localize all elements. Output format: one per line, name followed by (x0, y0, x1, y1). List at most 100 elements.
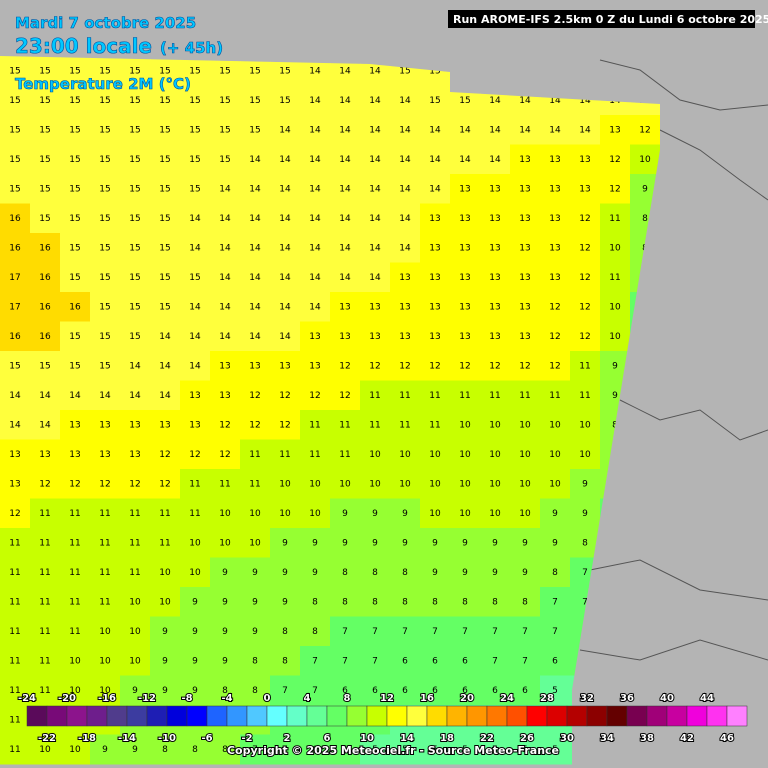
grid-value: 14 (309, 96, 321, 106)
grid-value: 15 (129, 243, 140, 253)
grid-cell (270, 115, 301, 145)
grid-cell (0, 528, 31, 558)
grid-cell (360, 410, 391, 440)
grid-cell (450, 587, 481, 617)
grid-cell (240, 115, 271, 145)
grid-cell (540, 233, 571, 263)
grid-cell (450, 675, 481, 706)
grid-cell (570, 292, 601, 322)
grid-cell (390, 144, 421, 175)
grid-cell (150, 321, 181, 352)
grid-cell (120, 469, 151, 499)
grid-value: 10 (459, 509, 471, 519)
grid-value: 9 (222, 656, 228, 666)
grid-value: 15 (129, 66, 140, 76)
grid-cell (180, 174, 211, 204)
grid-value: 6 (402, 656, 408, 666)
grid-cell (90, 203, 121, 234)
run-box (448, 10, 755, 28)
grid-cell (420, 321, 451, 352)
grid-cell (450, 410, 481, 440)
grid-value: 11 (429, 420, 440, 430)
grid-cell (180, 233, 211, 263)
grid-value: 13 (429, 273, 440, 283)
legend-swatch (286, 705, 308, 727)
grid-value: 15 (189, 184, 200, 194)
legend-label: -14 (118, 733, 136, 744)
grid-cell (120, 410, 151, 440)
grid-cell (210, 321, 241, 352)
grid-value: 12 (579, 273, 590, 283)
grid-value: 10 (489, 509, 501, 519)
grid-value: 13 (489, 332, 500, 342)
grid-cell (150, 262, 181, 293)
grid-cell (60, 262, 91, 293)
grid-value: 14 (339, 273, 351, 283)
grid-value: 10 (369, 450, 381, 460)
grid-value: 14 (489, 125, 501, 135)
grid-cell (0, 587, 31, 617)
grid-value: 14 (309, 243, 321, 253)
grid-value: 13 (459, 302, 470, 312)
grid-cell (390, 498, 421, 529)
legend-swatch (466, 705, 488, 727)
grid-value: 9 (312, 538, 318, 548)
grid-value: 15 (9, 155, 20, 165)
grid-value: 13 (129, 420, 140, 430)
grid-cell (0, 262, 31, 293)
grid-value: 15 (69, 243, 80, 253)
grid-value: 14 (399, 243, 411, 253)
grid-cell (330, 144, 361, 175)
grid-value: 12 (489, 361, 500, 371)
grid-value: 9 (642, 184, 648, 194)
grid-cell (240, 410, 271, 440)
grid-value: 14 (69, 391, 81, 401)
grid-value: 15 (9, 66, 20, 76)
grid-cell (330, 380, 361, 411)
legend-label: 20 (460, 693, 474, 704)
grid-value: 13 (459, 184, 470, 194)
grid-value: 14 (489, 96, 501, 106)
grid-cell (540, 351, 571, 381)
legend-swatch (486, 705, 508, 727)
legend-swatch (326, 705, 348, 727)
grid-cell (60, 410, 91, 440)
grid-cell (480, 292, 511, 322)
grid-value: 11 (99, 597, 110, 607)
grid-cell (210, 646, 241, 676)
legend-label: 10 (360, 733, 374, 744)
grid-value: 9 (192, 627, 198, 637)
grid-value: 10 (399, 450, 411, 460)
grid-value: 10 (99, 627, 111, 637)
grid-value: 13 (219, 391, 230, 401)
grid-value: 14 (399, 96, 411, 106)
grid-value: 7 (252, 745, 258, 755)
grid-cell (210, 85, 241, 116)
grid-value: 8 (402, 597, 408, 607)
grid-cell (540, 557, 571, 588)
grid-cell (510, 616, 541, 647)
grid-value: 7 (372, 627, 378, 637)
grid-value: 11 (459, 391, 470, 401)
grid-value: 10 (519, 420, 531, 430)
grid-value: 12 (429, 361, 440, 371)
grid-value: 11 (249, 450, 260, 460)
grid-value: 11 (9, 686, 20, 696)
grid-value: 12 (159, 450, 170, 460)
legend-label: 14 (400, 733, 414, 744)
grid-cell (450, 292, 481, 322)
grid-value: 14 (9, 420, 21, 430)
grid-value: 13 (549, 184, 560, 194)
grid-value: 16 (9, 332, 21, 342)
grid-value: 10 (159, 597, 171, 607)
grid-cell (450, 115, 481, 145)
grid-cell (510, 646, 541, 676)
grid-value: 14 (219, 273, 231, 283)
grid-cell (210, 734, 241, 765)
grid-cell (30, 351, 61, 381)
grid-value: 10 (189, 568, 201, 578)
time: 23:00 locale (15, 34, 152, 58)
grid-value: 6 (432, 686, 438, 696)
grid-cell (360, 262, 391, 293)
grid-cell (180, 351, 211, 381)
